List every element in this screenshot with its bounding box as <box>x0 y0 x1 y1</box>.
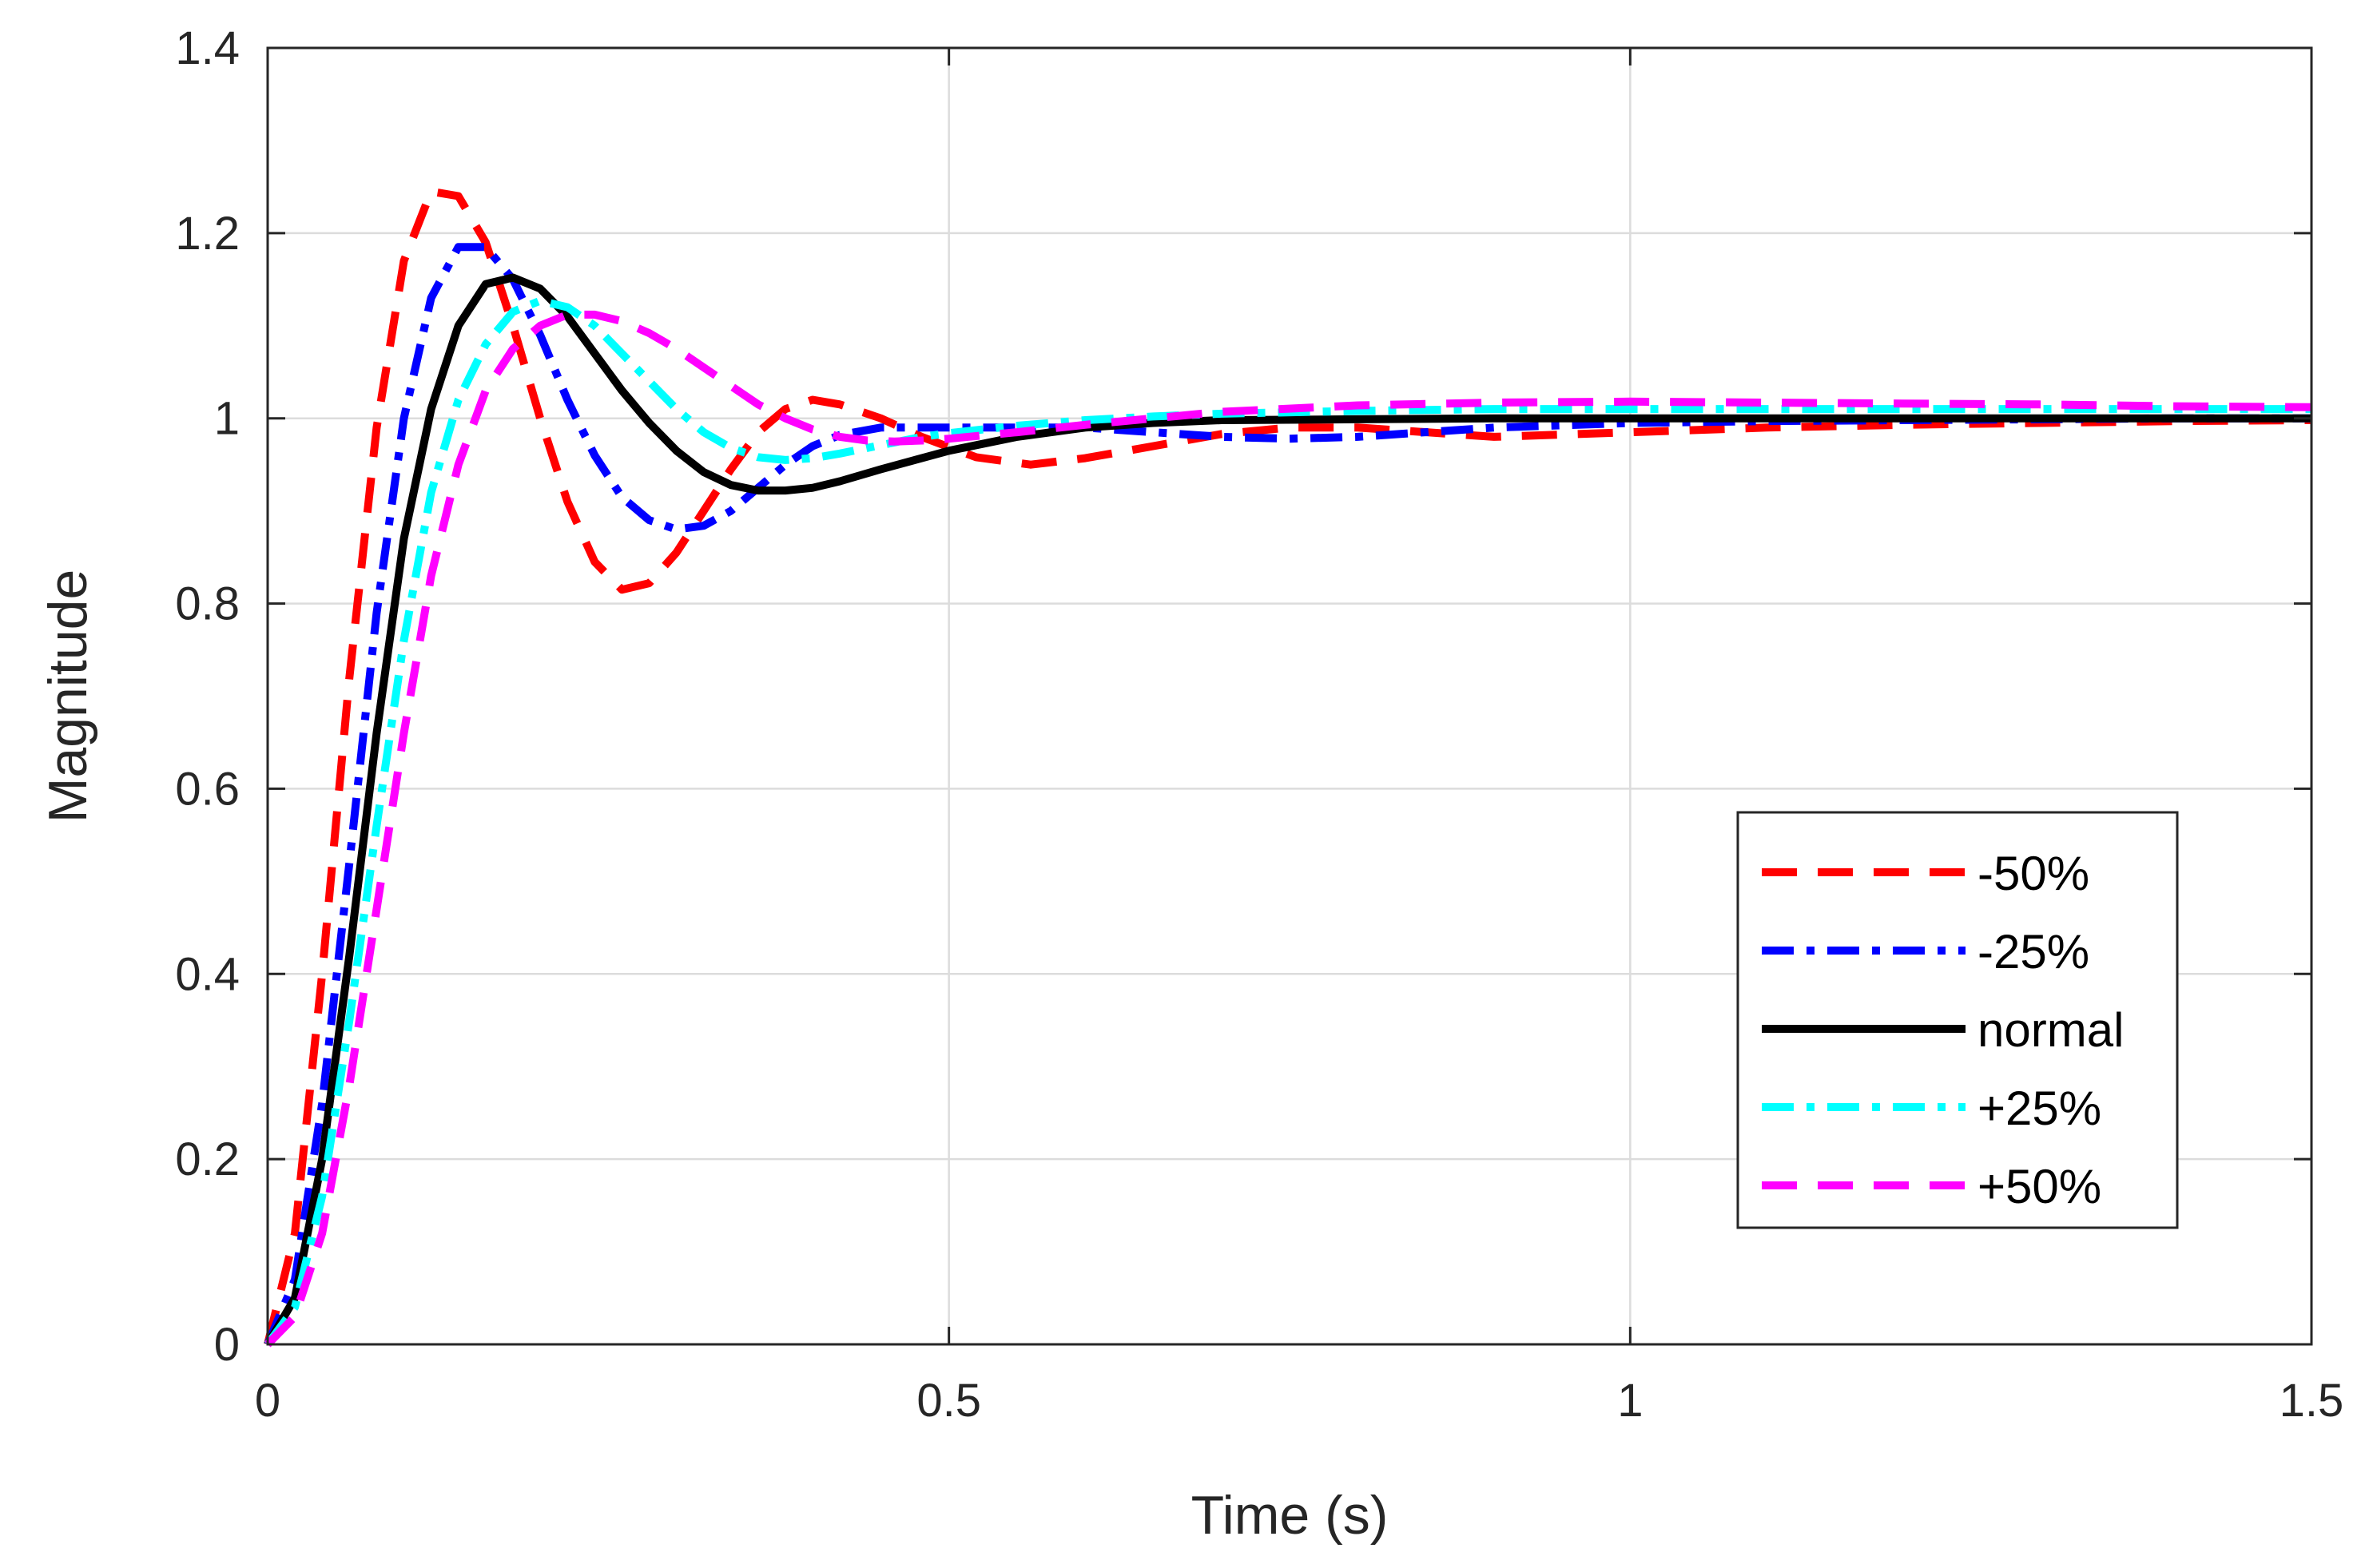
grid <box>268 48 2311 1344</box>
y-tick-label: 0.6 <box>175 763 240 815</box>
series-layer <box>264 187 2312 1348</box>
series-line-plus25pct <box>264 296 2311 1347</box>
x-tick-label: 1 <box>1617 1375 1643 1427</box>
y-tick-label: 1.4 <box>175 22 240 74</box>
series-line-plus50pct <box>264 310 2312 1348</box>
series-line-minus50pct <box>264 187 2312 1346</box>
legend-label: +25% <box>1978 1082 2101 1135</box>
legend: -50% -25% normal +25% +50% <box>1736 811 2179 1229</box>
legend-label: -50% <box>1978 847 2089 900</box>
plot-frame <box>266 46 2313 1346</box>
tick-layer: 0 0.5 1 1.5 0 0.2 0.4 0.6 0.8 1 1.2 1.4 <box>175 22 2343 1427</box>
y-tick-label: 0 <box>214 1319 240 1371</box>
y-tick-label: 1 <box>214 393 240 445</box>
series-line-normal <box>264 273 2311 1347</box>
x-tick-label: 0 <box>255 1375 280 1427</box>
legend-label: +50% <box>1978 1160 2101 1213</box>
legend-box <box>1736 811 2179 1229</box>
legend-label: normal <box>1978 1003 2124 1057</box>
y-tick-label: 1.2 <box>175 208 240 260</box>
x-axis-title: Time (s) <box>1191 1485 1389 1546</box>
y-tick-label: 0.2 <box>175 1133 240 1185</box>
y-axis-title: Magnitude <box>38 570 98 824</box>
y-tick-label: 0.8 <box>175 578 240 630</box>
x-tick-label: 0.5 <box>916 1375 981 1427</box>
legend-label: -25% <box>1978 925 2089 979</box>
y-tick-label: 0.4 <box>175 948 240 1000</box>
x-tick-label: 1.5 <box>2280 1375 2344 1427</box>
